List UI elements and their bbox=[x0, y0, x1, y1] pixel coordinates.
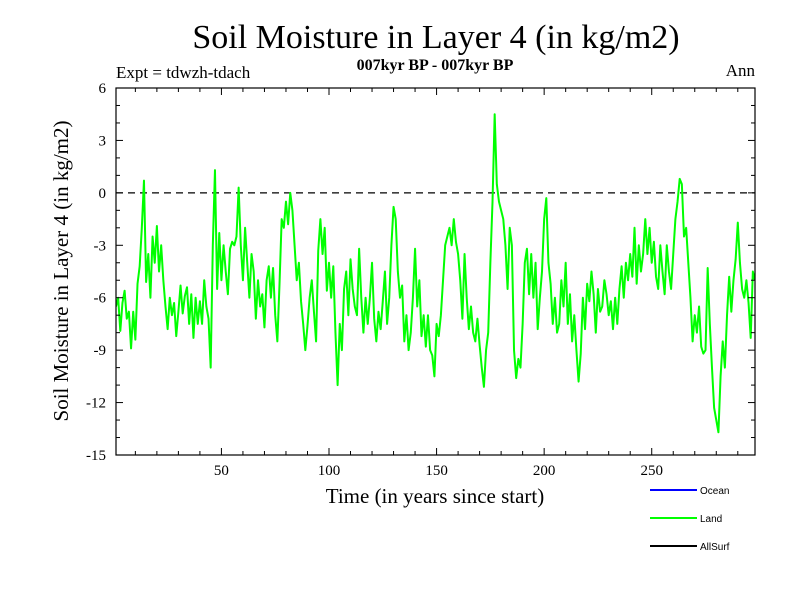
legend-label-allsurf: AllSurf bbox=[700, 542, 730, 553]
chart-subtitle: 007kyr BP - 007kyr BP bbox=[357, 57, 514, 74]
y-axis-label: Soil Moisture in Layer 4 (in kg/m2) bbox=[49, 121, 73, 422]
x-tick-label: 100 bbox=[318, 463, 341, 479]
land-series-line bbox=[116, 113, 755, 434]
x-axis-label: Time (in years since start) bbox=[326, 484, 545, 508]
y-tick-label: -9 bbox=[94, 343, 107, 359]
period-label: Ann bbox=[726, 61, 756, 80]
x-tick-label: 250 bbox=[640, 463, 663, 479]
plot-frame bbox=[115, 87, 756, 456]
y-tick-label: -12 bbox=[86, 396, 106, 412]
y-tick-label: 3 bbox=[99, 133, 107, 149]
x-tick-label: 50 bbox=[214, 463, 229, 479]
x-axis-ticks: 50 100 150 200 250 bbox=[134, 88, 739, 479]
y-tick-label: -3 bbox=[94, 238, 107, 254]
x-tick-label: 150 bbox=[425, 463, 448, 479]
y-tick-label: -15 bbox=[86, 448, 106, 464]
legend: Ocean Land AllSurf bbox=[650, 486, 730, 553]
legend-label-land: Land bbox=[700, 514, 722, 525]
y-axis-ticks: 6 3 0 -3 -6 -9 -12 -15 bbox=[86, 81, 755, 464]
y-tick-label: -6 bbox=[94, 291, 107, 307]
experiment-label: Expt = tdwzh-tdach bbox=[116, 63, 251, 82]
y-tick-label: 0 bbox=[99, 186, 107, 202]
legend-label-ocean: Ocean bbox=[700, 486, 729, 497]
x-tick-label: 200 bbox=[533, 463, 556, 479]
y-tick-label: 6 bbox=[99, 81, 107, 97]
chart-title: Soil Moisture in Layer 4 (in kg/m2) bbox=[192, 19, 679, 56]
